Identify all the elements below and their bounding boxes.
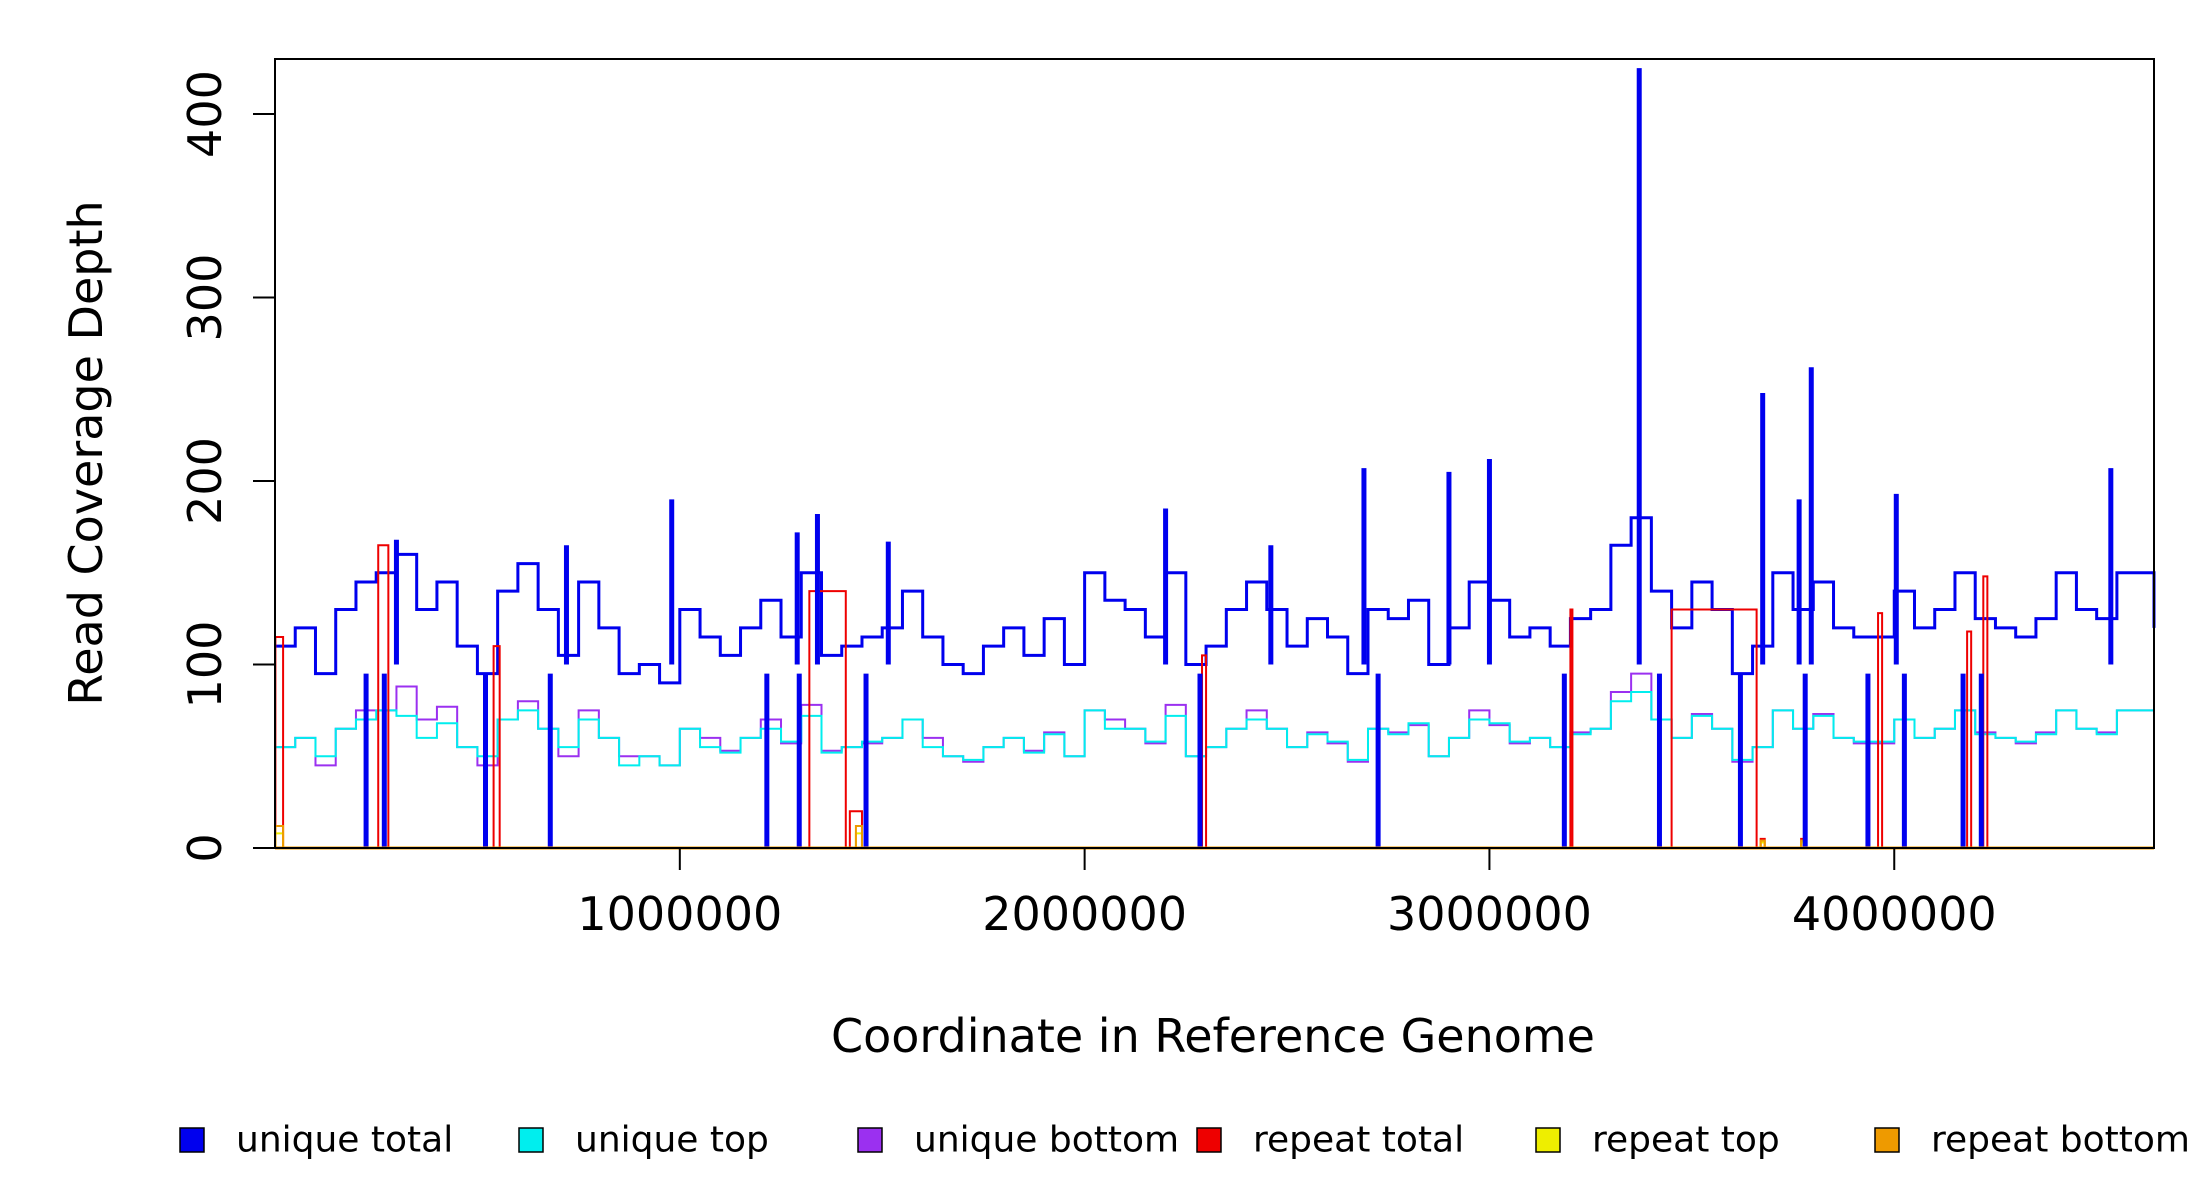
x-axis: 1000000 2000000 3000000 4000000 [577, 848, 1997, 941]
legend-swatch-0 [179, 1127, 205, 1153]
legend-label-0: unique total [236, 1120, 453, 1161]
legend-label-2: unique bottom [914, 1120, 1179, 1161]
y-tick-label-1: 100 [178, 621, 232, 709]
y-tick-label-4: 400 [178, 70, 232, 158]
legend-swatch-5 [1874, 1127, 1900, 1153]
y-axis: 0 100 200 300 400 [178, 70, 275, 863]
legend-swatch-4 [1535, 1127, 1561, 1153]
x-axis-title: Coordinate in Reference Genome [831, 1009, 1595, 1063]
legend-label-4: repeat top [1592, 1120, 1780, 1161]
legend-swatch-2 [857, 1127, 883, 1153]
plot-frame [274, 58, 2155, 849]
y-tick-label-2: 200 [178, 437, 232, 525]
x-tick-label-0: 1000000 [577, 887, 782, 941]
legend-swatch-1 [518, 1127, 544, 1153]
x-tick-label-2: 3000000 [1387, 887, 1592, 941]
series-line-unique-total [275, 516, 2156, 685]
legend-label-1: unique top [575, 1120, 769, 1161]
y-tick-label-3: 300 [178, 254, 232, 342]
legend-label-5: repeat bottom [1931, 1120, 2190, 1161]
x-tick-label-3: 4000000 [1792, 887, 1997, 941]
y-tick-label-0: 0 [178, 833, 232, 862]
series-layer [274, 68, 2156, 850]
legend-label-3: repeat total [1253, 1120, 1464, 1161]
y-axis-title: Read Coverage Depth [59, 200, 113, 705]
legend: unique total unique top unique bottom repea… [179, 1120, 2190, 1161]
x-tick-label-1: 2000000 [982, 887, 1187, 941]
legend-swatch-3 [1196, 1127, 1222, 1153]
series-line-unique-top [275, 691, 2155, 767]
